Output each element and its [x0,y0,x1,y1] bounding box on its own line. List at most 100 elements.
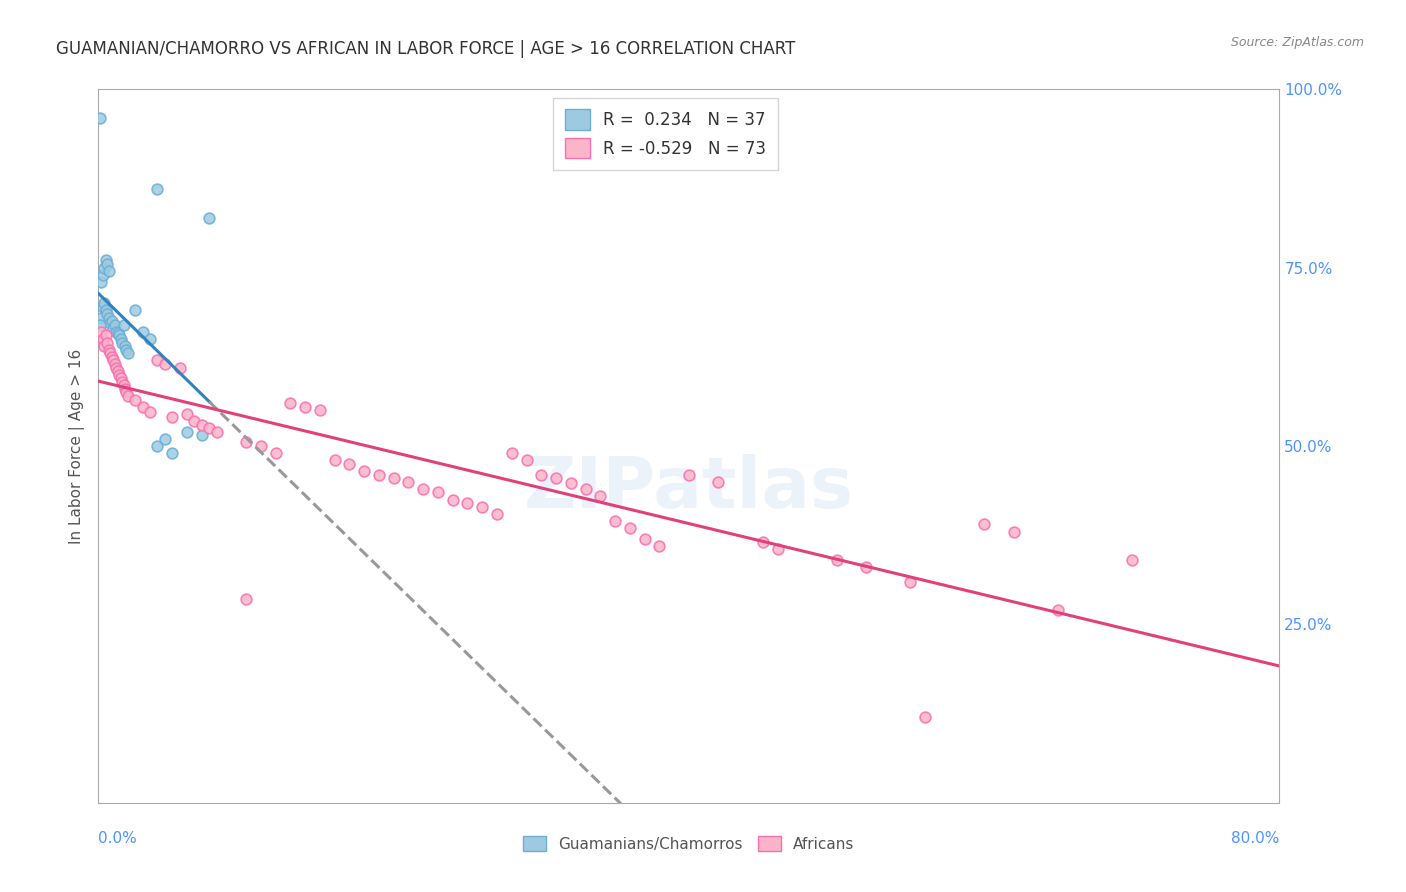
Point [112,378,135,392]
Point [91,300,114,314]
Point [456,496,478,510]
Point [114,339,136,353]
Point [546,471,568,485]
Point [111,375,134,389]
Point [96,335,118,350]
Point [323,453,346,467]
Point [96,307,118,321]
Point [1046,603,1069,617]
Point [264,446,287,460]
Point [97,310,120,325]
Point [162,410,183,425]
Point [111,335,134,350]
Point [278,396,302,410]
Point [107,326,129,341]
Point [105,325,128,339]
Point [441,492,464,507]
Point [648,539,671,553]
Point [139,332,162,346]
Point [501,446,523,460]
Point [294,400,316,414]
Point [1121,553,1143,567]
Point [91,332,114,346]
Point [146,439,169,453]
Point [205,425,228,439]
Legend: Guamanians/Chamorros, Africans: Guamanians/Chamorros, Africans [516,828,862,859]
Point [110,332,132,346]
Point [707,475,730,489]
Point [486,507,509,521]
Text: 0.0%: 0.0% [98,831,138,847]
Point [132,325,155,339]
Point [191,417,214,432]
Point [183,414,205,428]
Point [89,318,111,332]
Point [97,343,120,357]
Point [98,316,121,330]
Point [105,360,128,375]
Point [115,343,138,357]
Point [914,710,936,724]
Point [91,268,114,282]
Point [574,482,596,496]
Point [90,310,112,325]
Point [97,264,120,278]
Point [396,475,419,489]
Point [382,471,405,485]
Point [633,532,655,546]
Point [96,257,118,271]
Point [589,489,612,503]
Point [112,318,135,332]
Point [107,364,129,378]
Point [678,467,700,482]
Point [250,439,273,453]
Point [176,407,198,421]
Point [94,328,117,343]
Point [132,400,155,414]
Point [94,303,117,318]
Point [766,542,789,557]
Point [117,346,139,360]
Point [146,353,169,368]
Point [93,260,115,275]
Point [108,328,131,343]
Point [103,353,125,368]
Point [114,382,136,396]
Point [104,318,127,332]
Point [825,553,848,567]
Point [191,428,214,442]
Point [560,476,582,491]
Point [900,574,922,589]
Point [619,521,641,535]
Point [93,339,115,353]
Point [124,392,146,407]
Point [139,405,162,419]
Point [153,432,176,446]
Text: ZIPatlas: ZIPatlas [524,454,853,524]
Point [162,446,183,460]
Point [100,314,122,328]
Point [93,296,115,310]
Point [471,500,494,514]
Point [368,467,391,482]
Point [117,389,139,403]
Text: Source: ZipAtlas.com: Source: ZipAtlas.com [1230,36,1364,49]
Point [427,485,450,500]
Point [605,514,627,528]
Point [515,453,537,467]
Point [530,467,553,482]
Point [855,560,877,574]
Point [90,325,112,339]
Point [176,425,198,439]
Point [104,357,127,371]
Point [98,346,121,360]
Point [110,371,132,385]
Point [339,457,360,471]
Point [198,211,221,225]
Point [124,303,146,318]
Point [412,482,434,496]
Point [153,357,176,371]
Y-axis label: In Labor Force | Age > 16: In Labor Force | Age > 16 [69,349,84,543]
Text: GUAMANIAN/CHAMORRO VS AFRICAN IN LABOR FORCE | AGE > 16 CORRELATION CHART: GUAMANIAN/CHAMORRO VS AFRICAN IN LABOR F… [56,40,796,58]
Point [235,592,257,607]
